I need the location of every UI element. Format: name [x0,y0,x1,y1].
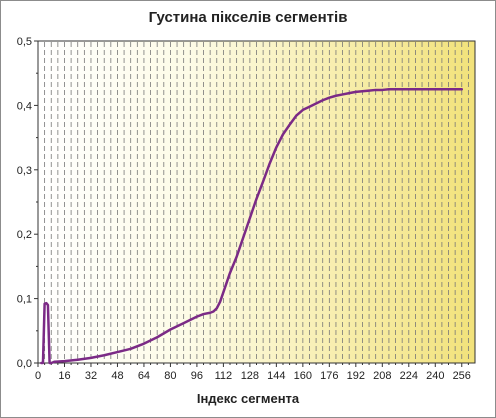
x-tick-label: 160 [294,370,312,382]
x-axis-label: Індекс сегмента [196,391,300,406]
series-layer [40,88,464,365]
x-tick-label: 0 [35,370,41,382]
x-tick-label: 64 [138,370,150,382]
y-tick-label: 0,2 [17,229,32,241]
series-line [40,88,464,365]
chart-title: Густина пікселів сегментів [148,9,348,26]
y-tick-label: 0,1 [17,294,32,306]
x-tick-label: 48 [111,370,123,382]
x-tick-label: 144 [267,370,285,382]
x-tick-label: 32 [85,370,97,382]
x-tick-label: 112 [215,370,233,382]
y-tick-label: 0,5 [17,36,32,48]
x-tick-label: 240 [426,370,444,382]
x-tick-label: 224 [400,370,418,382]
y-tick-label: 0,0 [17,358,32,370]
grid-lines [44,42,469,362]
y-tick-label: 0,4 [17,100,32,112]
y-tick-label: 0,3 [17,165,32,177]
x-tick-label: 192 [347,370,365,382]
x-tick-label: 96 [191,370,203,382]
x-tick-label: 208 [373,370,391,382]
axis-ticks: 0,0 0,1 0,2 0,3 0,4 0,5 0 16 32 48 64 80 96 112 128 144… [17,36,471,382]
x-tick-label: 176 [320,370,338,382]
x-tick-label: 16 [58,370,70,382]
x-tick-label: 80 [164,370,176,382]
x-tick-label: 128 [241,370,259,382]
x-tick-label: 256 [453,370,471,382]
